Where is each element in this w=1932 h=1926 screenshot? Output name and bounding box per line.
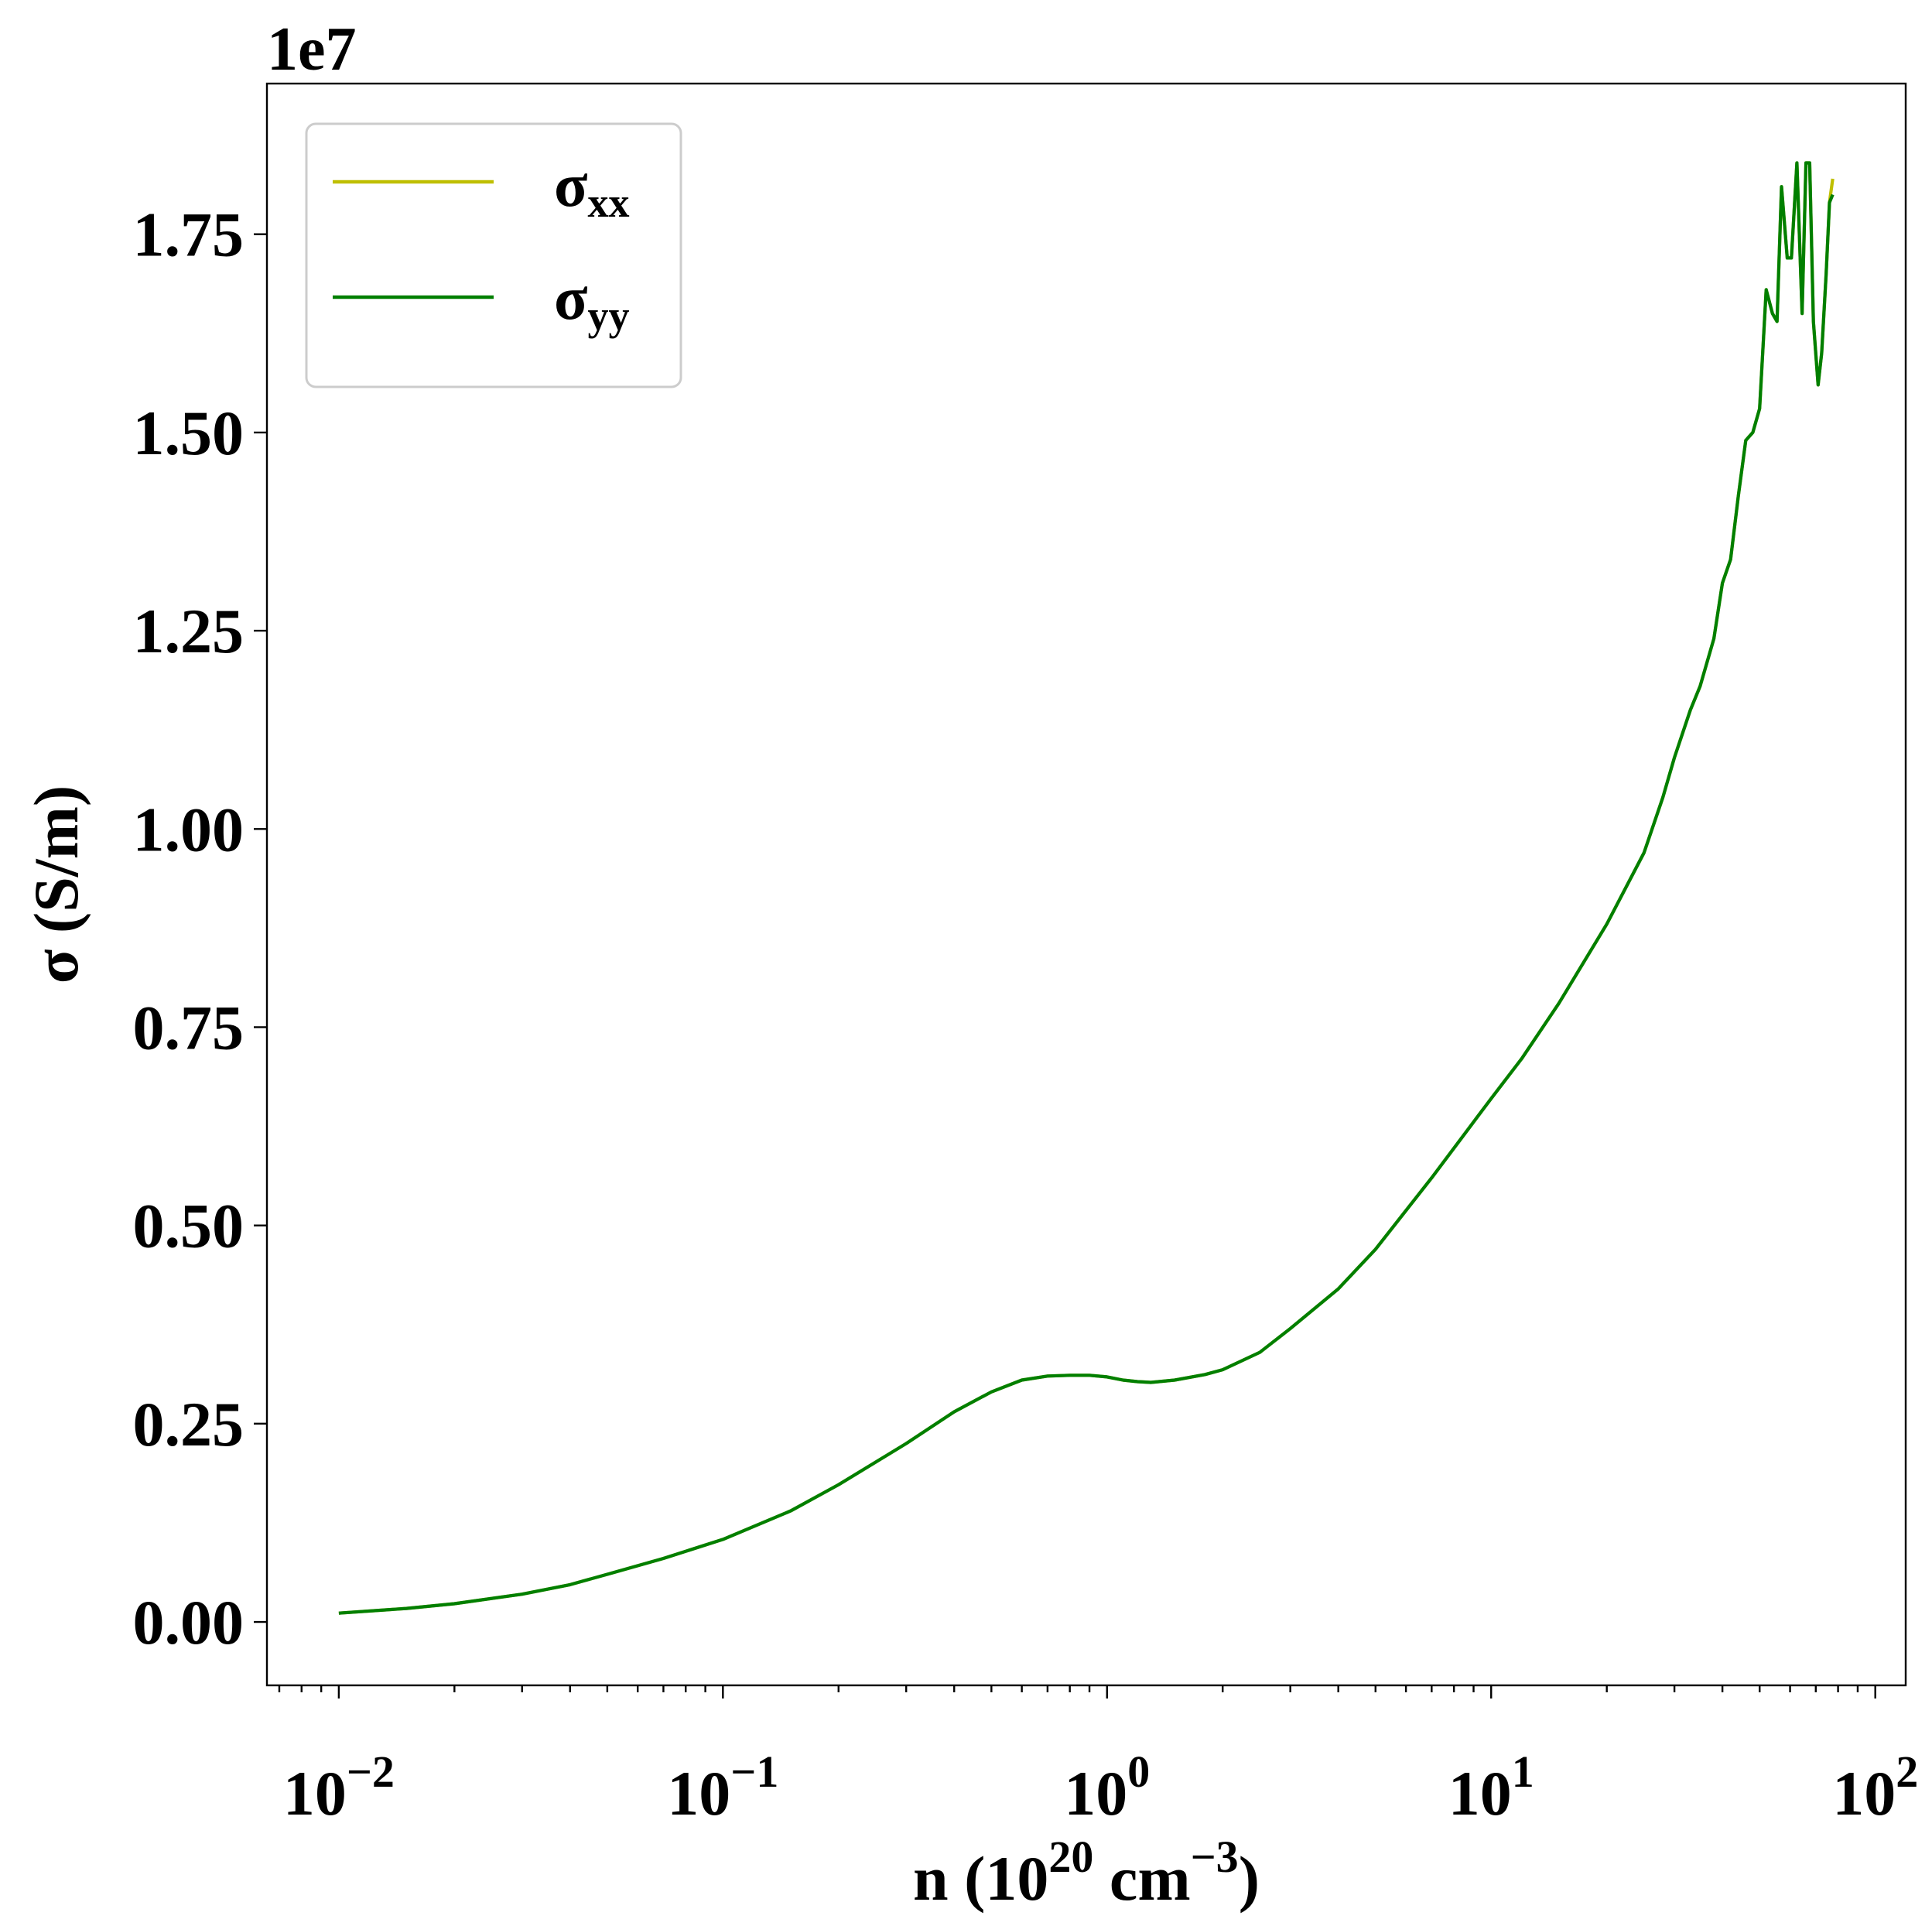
y-axis-ticks: 0.00 0.25 0.50 0.75 1.00 1.25 1.50 1.75 <box>133 200 267 1657</box>
x-tick-label: 100 <box>1064 1746 1150 1829</box>
x-axis-label-exp2: −3 <box>1191 1832 1239 1882</box>
x-tick-label-exp: −1 <box>730 1746 778 1797</box>
series-layer <box>338 161 1835 1615</box>
x-axis-label-end: ) <box>1239 1843 1260 1914</box>
y-tick-label: 1.75 <box>133 200 244 270</box>
legend-label-sigma-yy: σyy <box>554 265 630 339</box>
x-tick-label: 10−1 <box>667 1746 778 1829</box>
legend-label-sigma-xx-symbol: σ <box>554 152 588 220</box>
legend-label-sigma-xx: σxx <box>554 152 630 226</box>
plot-frame <box>265 82 1907 1687</box>
x-tick-label-exp: −2 <box>347 1746 395 1797</box>
x-tick-label-exp: 1 <box>1512 1746 1534 1797</box>
x-tick-label: 102 <box>1832 1746 1918 1829</box>
x-tick-label-base: 10 <box>1064 1758 1127 1829</box>
x-tick-label-exp: 0 <box>1127 1746 1150 1797</box>
legend-label-sigma-yy-symbol: σ <box>554 265 588 333</box>
legend-frame <box>305 122 682 388</box>
y-tick-label: 0.50 <box>133 1191 244 1261</box>
y-axis-label: σ (S/m) <box>21 785 91 984</box>
x-axis-label: n (1020 cm−3) <box>913 1832 1260 1914</box>
y-tick-label: 1.25 <box>133 596 244 666</box>
x-tick-label-base: 10 <box>667 1758 730 1829</box>
y-tick-label: 1.50 <box>133 398 244 468</box>
x-tick-label: 101 <box>1448 1746 1534 1829</box>
x-axis-label-base: n (10 <box>913 1843 1048 1914</box>
y-tick-label: 0.00 <box>133 1587 244 1657</box>
series-line-sigma-yy <box>338 161 1835 1615</box>
legend-label-sigma-xx-sub: xx <box>588 180 630 226</box>
y-tick-label: 1.00 <box>133 794 244 864</box>
x-tick-label: 10−2 <box>283 1746 395 1829</box>
x-axis-label-exp1: 20 <box>1048 1832 1093 1882</box>
x-tick-label-base: 10 <box>1448 1758 1512 1829</box>
y-tick-label: 0.25 <box>133 1389 244 1459</box>
y-offset-label: 1e7 <box>267 15 357 84</box>
y-tick-label: 0.75 <box>133 992 244 1062</box>
x-tick-label-base: 10 <box>283 1758 347 1829</box>
x-axis-label-mid: cm <box>1093 1843 1190 1914</box>
legend: σxx σyy <box>305 122 682 388</box>
x-tick-label-exp: 2 <box>1896 1746 1918 1797</box>
legend-label-sigma-yy-sub: yy <box>588 292 630 339</box>
x-tick-label-base: 10 <box>1832 1758 1896 1829</box>
x-axis-ticks: 10−2 10−1 100 101 102 <box>278 1685 1918 1829</box>
